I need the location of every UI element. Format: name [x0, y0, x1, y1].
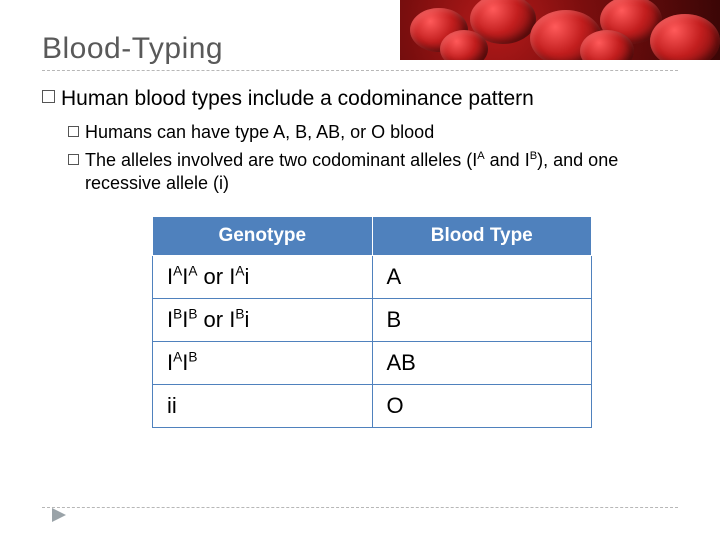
bullet-sub2-text: The alleles involved are two codominant …: [85, 149, 678, 196]
table-header-row: Genotype Blood Type: [153, 216, 592, 255]
footer-divider: [42, 507, 678, 508]
title-divider: [42, 70, 678, 71]
genotype-cell: ii: [153, 384, 373, 427]
table-row: IBIB or IBi B: [153, 298, 592, 341]
bullet-box-icon: [68, 154, 79, 165]
bullet-box-icon: [68, 126, 79, 137]
genotype-table: Genotype Blood Type IAIA or IAi A IBIB o…: [152, 216, 592, 428]
bloodtype-cell: O: [372, 384, 592, 427]
table-row: IAIA or IAi A: [153, 255, 592, 298]
bloodtype-cell: A: [372, 255, 592, 298]
bullet-main: Human blood types include a codominance …: [42, 85, 678, 113]
table-row: IAIB AB: [153, 341, 592, 384]
bloodtype-cell: AB: [372, 341, 592, 384]
bullet-box-icon: [42, 90, 55, 103]
bullet-sub-1: Humans can have type A, B, AB, or O bloo…: [68, 121, 678, 144]
genotype-cell: IBIB or IBi: [153, 298, 373, 341]
nav-arrow-icon: [52, 508, 70, 522]
col-header-bloodtype: Blood Type: [372, 216, 592, 255]
bullet-main-text: Human blood types include a codominance …: [61, 85, 534, 113]
bloodtype-cell: B: [372, 298, 592, 341]
genotype-cell: IAIB: [153, 341, 373, 384]
genotype-table-wrap: Genotype Blood Type IAIA or IAi A IBIB o…: [152, 216, 592, 428]
col-header-genotype: Genotype: [153, 216, 373, 255]
genotype-cell: IAIA or IAi: [153, 255, 373, 298]
table-row: ii O: [153, 384, 592, 427]
bullet-sub-2: The alleles involved are two codominant …: [68, 149, 678, 196]
slide-content: Blood-Typing Human blood types include a…: [42, 32, 678, 428]
bullet-sub1-text: Humans can have type A, B, AB, or O bloo…: [85, 121, 434, 144]
page-title: Blood-Typing: [42, 32, 678, 66]
